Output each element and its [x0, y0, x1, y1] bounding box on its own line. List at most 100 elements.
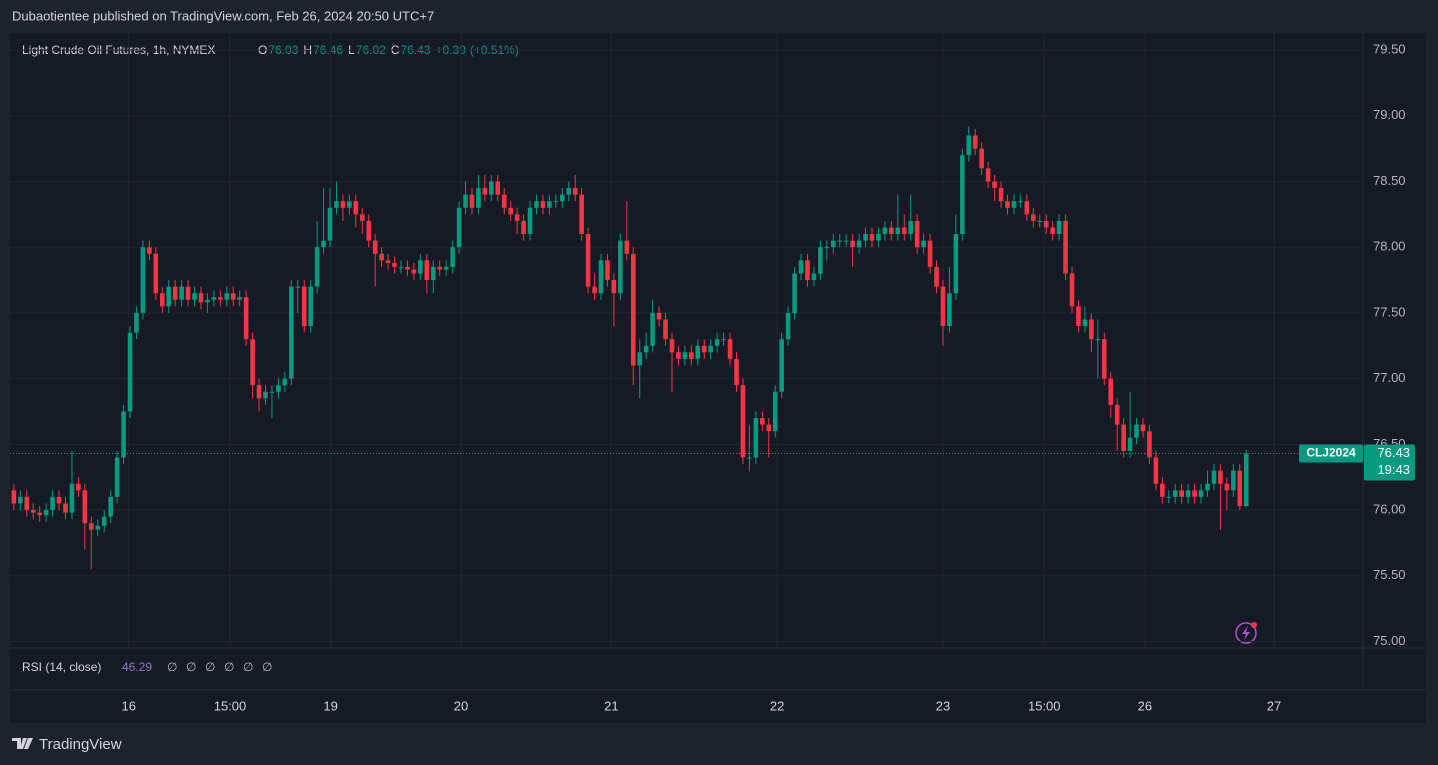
candle-body: [366, 220, 372, 241]
candle-body: [695, 345, 701, 359]
candle-body: [837, 240, 843, 242]
candle-body: [972, 135, 978, 149]
candle-body: [153, 253, 159, 294]
alert-icon[interactable]: [1235, 622, 1257, 644]
candle-body: [1005, 201, 1010, 208]
candle-body: [979, 148, 984, 169]
candle-body: [476, 188, 481, 208]
candle-body: [1160, 483, 1165, 497]
y-tick-label: 79.00: [1373, 107, 1406, 122]
candle-body: [921, 240, 926, 248]
y-tick-label: 77.50: [1373, 304, 1406, 319]
rsi-placeholder: ∅: [205, 660, 215, 674]
candle-body: [1082, 319, 1088, 327]
tv-logo[interactable]: TradingView: [12, 736, 122, 753]
candle-body: [18, 496, 23, 504]
candle-body: [463, 194, 468, 208]
candle-body: [1056, 220, 1062, 235]
y-tick-label: 75.00: [1373, 633, 1406, 648]
candle-body: [760, 418, 765, 425]
logo-text: TradingView: [39, 736, 122, 753]
candle-body: [63, 503, 68, 513]
candle-body: [11, 490, 17, 504]
candle-body: [501, 194, 507, 208]
rsi-value: 46.29: [122, 660, 152, 674]
candle-body: [134, 312, 139, 333]
candle-body: [289, 286, 294, 379]
candle-body: [669, 339, 675, 353]
header: Dubaotientee published on TradingView.co…: [12, 8, 434, 23]
candle-body: [1185, 490, 1191, 497]
candle-body: [1127, 437, 1133, 451]
candle-body: [121, 411, 126, 458]
candle-body: [1011, 201, 1017, 208]
candle-body: [611, 280, 617, 294]
candle-body: [1243, 453, 1249, 507]
candle-body: [1211, 470, 1217, 484]
candle-body: [1063, 220, 1068, 274]
chart-area: [10, 33, 1426, 723]
candle-body: [172, 286, 178, 300]
candle-body: [372, 240, 378, 254]
candle-body: [985, 168, 991, 182]
candle-body: [869, 234, 875, 241]
candle-body: [192, 293, 197, 300]
candle-body: [50, 496, 55, 511]
candle-body: [1224, 483, 1230, 491]
candle-body: [1076, 306, 1081, 327]
candle-body: [1108, 378, 1114, 405]
candle-body: [95, 525, 101, 530]
candle-body: [876, 234, 881, 241]
candle-body: [495, 181, 501, 195]
candle-body: [166, 286, 172, 307]
candle-body: [1095, 339, 1101, 341]
candle-body: [960, 155, 965, 235]
candle-body: [101, 516, 107, 526]
candle-body: [721, 339, 726, 341]
candle-body: [753, 418, 759, 458]
candle-body: [1114, 404, 1120, 425]
y-tick-label: 78.50: [1373, 173, 1406, 188]
candle-body: [347, 201, 352, 208]
candle-body: [598, 260, 604, 294]
candle-body: [301, 286, 307, 327]
candle-body: [230, 293, 236, 300]
candle-body: [256, 385, 262, 399]
candle-body: [185, 286, 191, 300]
alert-bolt: [1242, 626, 1250, 640]
candle-body: [1050, 227, 1055, 235]
candle-body: [708, 345, 713, 353]
candle-body: [327, 207, 333, 241]
rsi-placeholder: ∅: [262, 660, 272, 674]
candle-body: [424, 260, 430, 281]
candle-body: [566, 188, 572, 195]
candle-body: [198, 293, 204, 303]
candle-body: [1237, 470, 1243, 507]
rsi-placeholder: ∅: [167, 660, 177, 674]
candle-body: [798, 260, 804, 274]
candle-body: [159, 293, 165, 307]
candle-body: [514, 214, 520, 221]
candle-body: [656, 312, 662, 320]
candle-body: [1140, 424, 1146, 432]
candle-body: [766, 424, 772, 432]
candle-body: [618, 240, 623, 294]
candle-body: [714, 339, 720, 346]
candle-body: [418, 260, 423, 274]
candle-body: [69, 483, 75, 513]
candle-body: [824, 247, 830, 249]
candle-body: [785, 312, 791, 340]
candle-body: [140, 247, 146, 313]
candle-body: [572, 188, 578, 195]
candle-body: [88, 523, 94, 530]
candle-body: [205, 299, 210, 303]
candle-body: [643, 345, 649, 353]
candle-body: [676, 352, 681, 359]
candle-body: [605, 260, 610, 281]
candle-body: [1030, 214, 1036, 221]
candle-body: [663, 319, 668, 340]
candle-body: [321, 240, 326, 248]
candle-body: [914, 220, 920, 248]
candle-body: [553, 201, 559, 203]
